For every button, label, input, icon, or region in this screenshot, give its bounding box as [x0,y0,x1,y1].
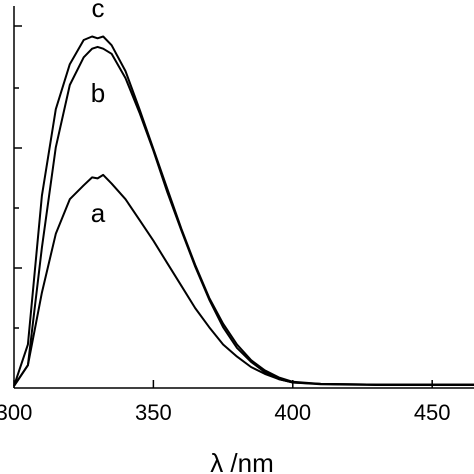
x-axis-label: λ /nm [210,448,274,474]
series-label-c: c [92,0,105,23]
series-group [13,35,474,387]
x-tick-label: 450 [414,400,451,425]
x-tick-label: 300 [0,400,32,425]
series-line-b [13,45,474,387]
series-labels: a b c [91,0,106,228]
x-tick-label: 400 [274,400,311,425]
x-tick-labels: 300 350 400 450 [0,400,451,425]
axes [13,6,474,389]
series-line-c [13,35,474,387]
series-label-b: b [91,78,105,108]
x-tick-label: 350 [135,400,172,425]
series-label-a: a [91,198,106,228]
